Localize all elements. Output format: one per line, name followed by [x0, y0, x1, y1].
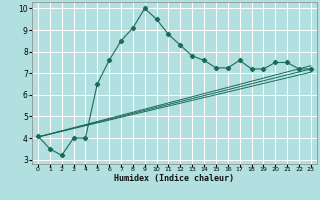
X-axis label: Humidex (Indice chaleur): Humidex (Indice chaleur)	[115, 174, 234, 183]
